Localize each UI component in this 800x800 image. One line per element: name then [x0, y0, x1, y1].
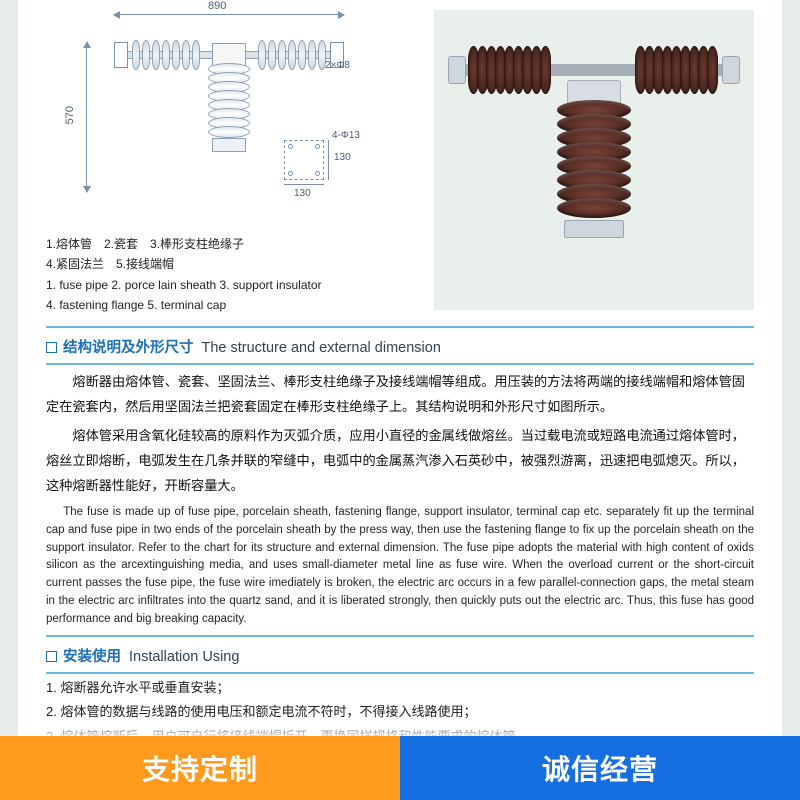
- legend-en: 1. fuse pipe 2. porce lain sheath 3. sup…: [46, 275, 386, 316]
- section-rule-1: [46, 326, 754, 328]
- footer-banner: 支持定制 诚信经营: [0, 736, 800, 800]
- section-rule-2b: [46, 672, 754, 674]
- section1-en-p: The fuse is made up of fuse pipe, porcel…: [46, 504, 754, 629]
- technical-drawing: 890 2×Φ8: [46, 10, 386, 230]
- section2-title-en: Installation Using: [129, 649, 239, 665]
- section2-title: 安装使用 Installation Using: [46, 645, 754, 666]
- document: 890 2×Φ8: [18, 0, 782, 800]
- flange-height-label: 130: [334, 152, 351, 163]
- section-rule-2: [46, 635, 754, 637]
- sheath-sheds-left: [132, 40, 200, 70]
- photo-column: [416, 10, 754, 316]
- section1-cn-p2: 熔体管采用含氧化硅较高的原料作为灭弧介质，应用小直径的金属线做熔丝。当过载电流或…: [46, 423, 754, 498]
- flange-holes-label: 4-Φ13: [332, 130, 360, 141]
- bullet-square-icon: [46, 342, 57, 353]
- dim-height-label: 570: [64, 106, 76, 124]
- product-photo: [434, 10, 754, 310]
- legend-block: 1.熔体管 2.瓷套 3.棒形支柱绝缘子 4.紧固法兰 5.接线端帽 1. fu…: [46, 234, 386, 316]
- section1-title: 结构说明及外形尺寸 The structure and external dime…: [46, 336, 754, 357]
- flange-width-label: 130: [294, 188, 311, 199]
- support-insulator-outline: [214, 66, 244, 152]
- terminal-cap-left: [114, 42, 128, 68]
- section-rule-1b: [46, 363, 754, 365]
- diagram-column: 890 2×Φ8: [46, 10, 386, 316]
- footer-left: 支持定制: [0, 736, 400, 800]
- flange-dim-h: [284, 184, 324, 185]
- top-holes-note: 2×Φ8: [325, 60, 350, 71]
- footer-right: 诚信经营: [400, 736, 800, 800]
- flange-dim-v: [328, 140, 329, 180]
- install-cn-2: 2. 熔体管的数据与线路的使用电压和额定电流不符时，不得接入线路使用；: [46, 700, 754, 725]
- flange-detail: [284, 140, 324, 180]
- photo-insulator: [562, 106, 626, 238]
- dim-width-label: 890: [206, 0, 228, 12]
- bullet-square-icon: [46, 651, 57, 662]
- legend-cn: 1.熔体管 2.瓷套 3.棒形支柱绝缘子 4.紧固法兰 5.接线端帽: [46, 234, 386, 275]
- section2-title-cn: 安装使用: [63, 649, 121, 665]
- section1-title-cn: 结构说明及外形尺寸: [63, 340, 194, 356]
- dim-width-line: [114, 14, 344, 15]
- section1-cn-p1: 熔断器由熔体管、瓷套、坚固法兰、棒形支柱绝缘子及接线端帽等组成。用压装的方法将两…: [46, 369, 754, 419]
- install-cn-1: 1. 熔断器允许水平或垂直安装；: [46, 676, 754, 701]
- top-row: 890 2×Φ8: [46, 10, 754, 316]
- dim-height-line: [86, 42, 87, 192]
- sheath-sheds-right: [258, 40, 326, 70]
- section1-title-en: The structure and external dimension: [202, 340, 441, 356]
